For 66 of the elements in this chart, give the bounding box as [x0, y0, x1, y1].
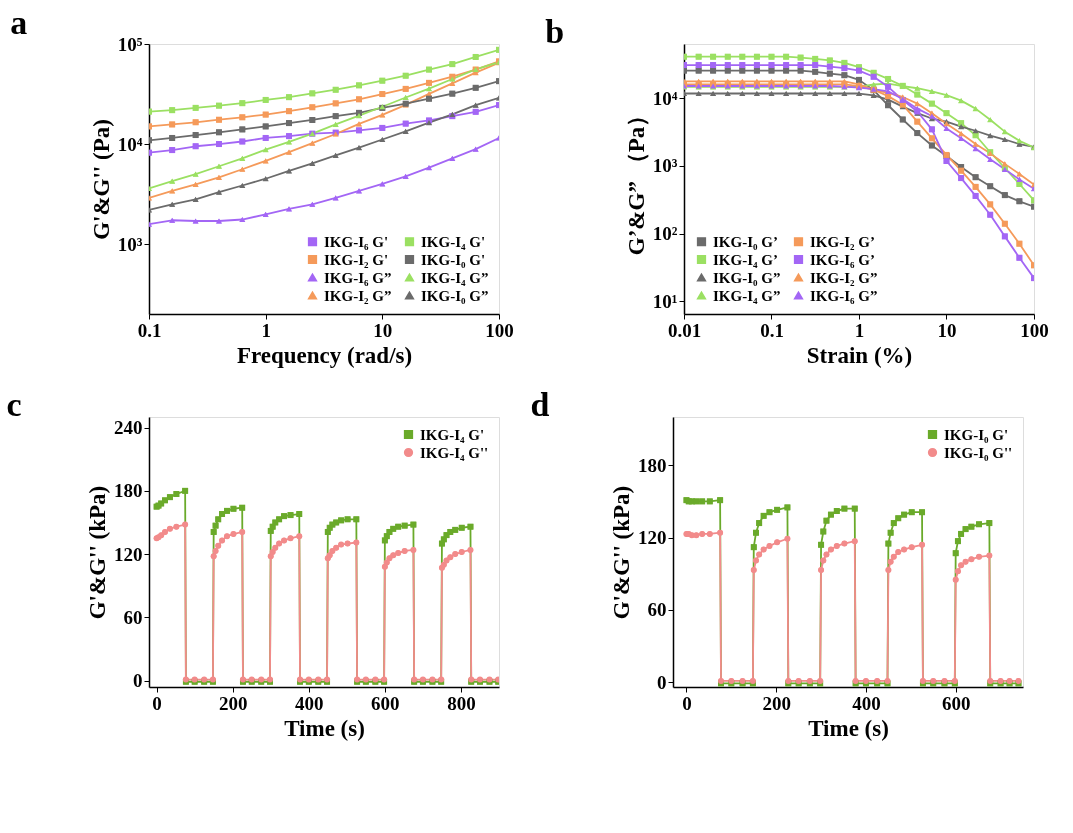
y-axis-title: G’&G” （Pa）: [623, 103, 649, 256]
y-tick-label: 10⁵: [117, 33, 143, 55]
y-tick-label: 10¹: [652, 290, 678, 312]
x-tick-label: 0: [152, 692, 162, 714]
y-tick-label: 240: [114, 417, 143, 439]
y-tick-label: 60: [123, 606, 143, 628]
chart-title: a: [10, 4, 28, 41]
x-tick-label: 0.1: [760, 319, 784, 341]
x-axis-title: Time (s): [808, 715, 889, 741]
y-axis-title: G'&G'' (kPa): [85, 485, 110, 620]
x-tick-label: 400: [295, 692, 324, 714]
y-tick-label: 10³: [117, 233, 143, 255]
chart-title: c: [6, 386, 22, 423]
legend-label: IKG-I₄ G’: [713, 251, 778, 268]
legend-label: IKG-I₀ G': [944, 426, 1009, 443]
legend-label: IKG-I₄ G”: [713, 287, 781, 304]
legend-label: IKG-I₄ G': [421, 233, 486, 250]
legend-label: IKG-I₀ G’: [713, 233, 778, 250]
x-axis-title: Strain (%): [806, 342, 913, 368]
x-tick-label: 100: [1020, 319, 1049, 341]
y-tick-label: 10³: [652, 155, 678, 177]
x-tick-label: 0.1: [137, 319, 162, 341]
y-tick-label: 180: [114, 480, 143, 502]
y-tick-label: 60: [647, 599, 667, 621]
x-tick-label: 200: [762, 692, 791, 714]
x-tick-label: 1: [261, 319, 271, 341]
x-tick-label: 10: [373, 319, 393, 341]
y-tick-label: 0: [657, 671, 667, 693]
y-axis-title: G'&G'' (Pa): [88, 119, 114, 240]
x-tick-label: 0: [682, 692, 692, 714]
y-tick-label: 120: [114, 543, 143, 565]
legend-label: IKG-I₄ G'': [420, 444, 489, 461]
y-tick-label: 180: [638, 454, 667, 476]
x-tick-label: 10: [937, 319, 957, 341]
y-axis-title: G'&G'' (kPa): [609, 485, 634, 620]
chart-title: d: [530, 386, 550, 423]
legend-label: IKG-I₆ G': [324, 233, 389, 250]
x-tick-label: 800: [447, 692, 476, 714]
x-tick-label: 200: [218, 692, 248, 714]
x-tick-label: 100: [485, 319, 514, 341]
y-tick-label: 10⁴: [117, 133, 143, 155]
legend-label: IKG-I₀ G”: [421, 287, 489, 304]
x-tick-label: 0.01: [667, 319, 702, 341]
y-tick-label: 10²: [652, 223, 678, 245]
legend-label: IKG-I₀ G”: [713, 269, 781, 286]
legend-label: IKG-I₂ G”: [324, 287, 392, 304]
x-tick-label: 600: [941, 692, 971, 714]
x-axis-title: Time (s): [284, 715, 365, 741]
chart-title: b: [545, 13, 565, 50]
legend-label: IKG-I₄ G': [420, 426, 485, 443]
legend-label: IKG-I₂ G': [324, 251, 389, 268]
x-tick-label: 400: [852, 692, 881, 714]
y-tick-label: 10⁴: [652, 87, 678, 109]
legend-label: IKG-I₆ G’: [810, 251, 875, 268]
y-tick-label: 120: [638, 527, 667, 549]
x-tick-label: 1: [854, 319, 865, 341]
x-tick-label: 600: [371, 692, 400, 714]
x-axis-title: Frequency (rad/s): [236, 342, 413, 368]
legend-label: IKG-I₄ G”: [421, 269, 489, 286]
legend-label: IKG-I₀ G': [421, 251, 486, 268]
legend-label: IKG-I₆ G”: [324, 269, 392, 286]
y-tick-label: 0: [133, 670, 143, 692]
legend-label: IKG-I₆ G”: [810, 287, 878, 304]
legend-label: IKG-I₂ G’: [810, 233, 875, 250]
legend-label: IKG-I₂ G”: [810, 269, 878, 286]
legend-label: IKG-I₀ G'': [944, 444, 1013, 461]
